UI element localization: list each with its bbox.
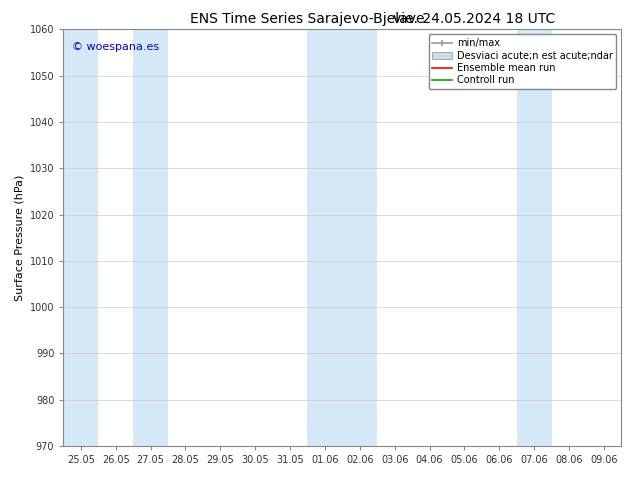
Bar xyxy=(342,29,377,446)
Text: © woespana.es: © woespana.es xyxy=(72,42,159,52)
Text: ENS Time Series Sarajevo-Bjelave: ENS Time Series Sarajevo-Bjelave xyxy=(190,12,425,26)
Bar xyxy=(63,29,98,446)
Legend: min/max, Desviaci acute;n est acute;ndar, Ensemble mean run, Controll run: min/max, Desviaci acute;n est acute;ndar… xyxy=(429,34,616,89)
Bar xyxy=(133,29,168,446)
Bar xyxy=(517,29,552,446)
Y-axis label: Surface Pressure (hPa): Surface Pressure (hPa) xyxy=(14,174,24,301)
Text: vie. 24.05.2024 18 UTC: vie. 24.05.2024 18 UTC xyxy=(393,12,555,26)
Bar xyxy=(307,29,342,446)
